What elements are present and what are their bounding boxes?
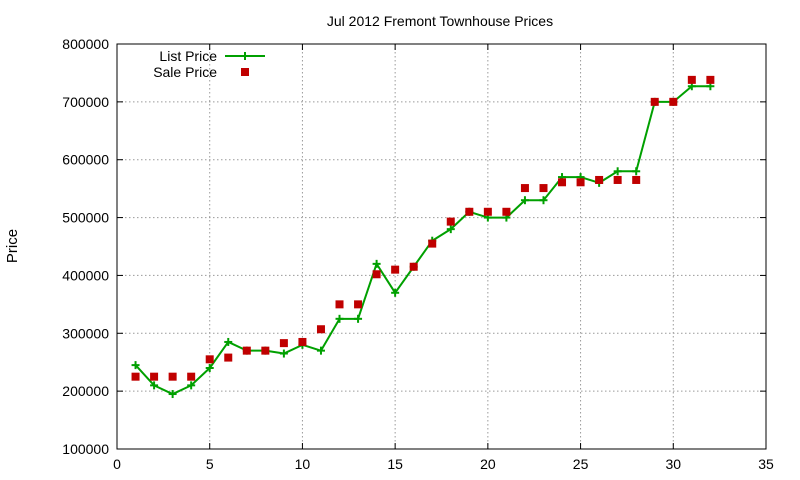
data-point-sale-price-21 <box>502 207 511 216</box>
data-point-sale-price-28 <box>632 175 641 184</box>
data-point-sale-price-4 <box>187 372 196 381</box>
x-tick-label-6: 30 <box>665 456 681 472</box>
data-point-list-price-1 <box>131 361 140 370</box>
data-point-sale-price-22 <box>520 184 529 193</box>
data-point-sale-price-16 <box>409 262 418 271</box>
series-sale-price <box>131 75 715 381</box>
x-tick-label-0: 0 <box>113 456 121 472</box>
data-point-list-price-5 <box>205 364 214 372</box>
data-point-sale-price-7 <box>242 346 251 355</box>
x-tick-label-5: 25 <box>573 456 589 472</box>
y-tick-label-3: 400000 <box>62 267 109 283</box>
chart-title: Jul 2012 Fremont Townhouse Prices <box>327 13 553 29</box>
data-point-sale-price-5 <box>205 355 214 364</box>
data-point-sale-price-11 <box>316 325 325 334</box>
data-point-sale-price-18 <box>446 217 455 226</box>
x-tick-label-1: 5 <box>206 456 214 472</box>
y-tick-label-2: 300000 <box>62 325 109 341</box>
data-point-sale-price-10 <box>298 337 307 346</box>
data-point-sale-price-30 <box>669 97 678 106</box>
data-point-list-price-27 <box>613 167 622 176</box>
data-point-sale-price-3 <box>168 372 177 381</box>
legend-marker-list-price <box>241 52 249 60</box>
axis-ticks: 0 5 10 15 20 25 30 35 100000 200000 300000 400000 50… <box>62 36 774 472</box>
x-tick-label-2: 10 <box>295 456 311 472</box>
data-point-sale-price-12 <box>335 300 344 309</box>
data-point-sale-price-15 <box>391 265 400 274</box>
data-point-sale-price-1 <box>131 372 140 381</box>
data-point-list-price-14 <box>372 259 381 268</box>
data-point-sale-price-19 <box>465 207 474 216</box>
grid-lines <box>117 44 766 449</box>
data-point-list-price-3 <box>168 390 177 399</box>
data-point-sale-price-2 <box>150 372 159 381</box>
data-point-sale-price-25 <box>576 178 585 187</box>
data-point-sale-price-31 <box>687 75 696 84</box>
data-point-list-price-11 <box>316 346 325 355</box>
x-tick-label-7: 35 <box>758 456 774 472</box>
data-point-sale-price-13 <box>354 300 363 309</box>
data-point-sale-price-14 <box>372 270 381 279</box>
data-point-sale-price-8 <box>261 346 270 355</box>
data-point-list-price-28 <box>632 167 641 176</box>
data-point-sale-price-23 <box>539 184 548 193</box>
y-tick-label-5: 600000 <box>62 152 109 168</box>
data-point-sale-price-32 <box>706 75 715 84</box>
data-point-sale-price-26 <box>595 175 604 184</box>
y-tick-label-0: 100000 <box>62 441 109 457</box>
data-point-list-price-23 <box>539 196 548 205</box>
legend-label-sale-price: Sale Price <box>153 64 217 80</box>
y-tick-label-7: 800000 <box>62 36 109 52</box>
data-point-list-price-2 <box>150 381 159 390</box>
x-tick-label-3: 15 <box>387 456 403 472</box>
data-point-list-price-9 <box>279 349 288 358</box>
data-point-list-price-22 <box>520 196 529 205</box>
series-line-list-price <box>134 85 712 396</box>
data-point-sale-price-24 <box>558 178 567 187</box>
y-tick-label-6: 700000 <box>62 94 109 110</box>
data-series <box>131 75 715 399</box>
y-tick-label-4: 500000 <box>62 210 109 226</box>
data-point-list-price-12 <box>335 314 344 323</box>
data-point-list-price-15 <box>391 288 400 297</box>
data-point-sale-price-29 <box>650 97 659 106</box>
legend-label-list-price: List Price <box>159 48 217 64</box>
data-point-list-price-6 <box>224 337 233 346</box>
plot-border <box>116 43 767 450</box>
legend-marker-sale-price <box>241 68 249 76</box>
y-axis-label: Price <box>4 229 21 263</box>
data-point-sale-price-17 <box>428 239 437 248</box>
data-point-list-price-18 <box>446 225 455 234</box>
x-tick-label-4: 20 <box>480 456 496 472</box>
data-point-sale-price-20 <box>483 207 492 216</box>
series-list-price <box>131 82 715 399</box>
data-point-list-price-13 <box>354 314 363 323</box>
data-point-sale-price-9 <box>279 339 288 348</box>
plot-frame <box>116 43 767 450</box>
data-point-sale-price-27 <box>613 175 622 184</box>
y-tick-label-1: 200000 <box>62 383 109 399</box>
data-point-list-price-4 <box>187 381 196 390</box>
data-point-sale-price-6 <box>224 353 233 362</box>
